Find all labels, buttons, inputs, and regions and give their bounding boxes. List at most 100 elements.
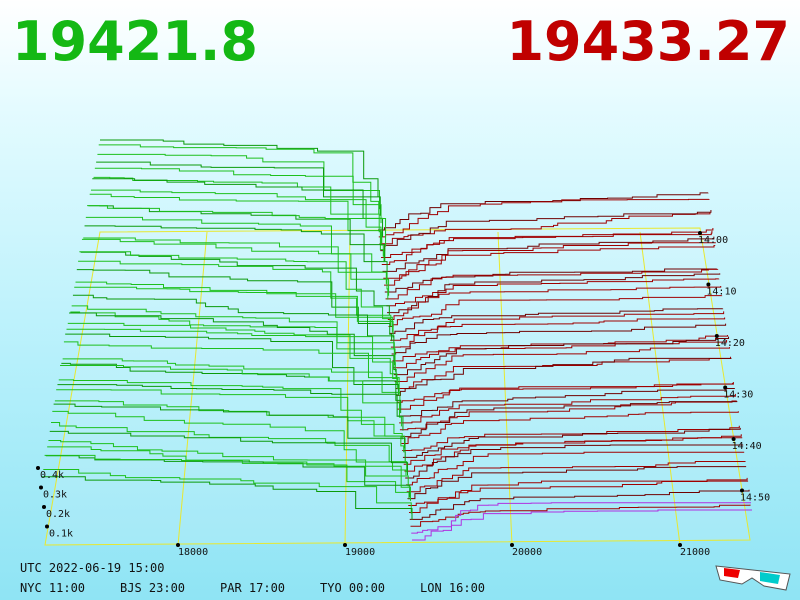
bid-depth-line bbox=[98, 144, 380, 214]
tick-dot bbox=[343, 543, 347, 547]
tick-dot bbox=[678, 543, 682, 547]
ask-depth-line bbox=[384, 242, 716, 286]
bid-depth-line bbox=[69, 312, 397, 379]
ask-depth-line bbox=[382, 236, 715, 272]
tick-dot bbox=[510, 543, 514, 547]
ask-depth-line bbox=[404, 437, 743, 472]
bid-depth-line bbox=[76, 269, 393, 342]
ask-depth-line bbox=[396, 382, 733, 403]
ask-depth-line bbox=[395, 356, 731, 389]
time-label: 14:50 bbox=[740, 493, 770, 504]
bid-depth-line bbox=[81, 238, 390, 296]
time-label: 14:00 bbox=[698, 235, 728, 246]
depth-label: 0.1k bbox=[49, 529, 73, 540]
ask-depth-line bbox=[390, 317, 726, 348]
bid-depth-line bbox=[90, 189, 384, 257]
depth-label: 0.3k bbox=[43, 490, 67, 501]
ask-depth-line bbox=[383, 244, 716, 279]
bid-depth-line bbox=[54, 400, 405, 449]
3d-glasses-icon[interactable] bbox=[715, 565, 791, 591]
ask-depth-line bbox=[412, 509, 752, 541]
ask-depth-line bbox=[400, 401, 738, 438]
ask-depth-line bbox=[396, 357, 732, 396]
ask-depth-line bbox=[381, 230, 713, 259]
price-label: 20000 bbox=[512, 547, 542, 558]
tick-dot bbox=[42, 505, 46, 509]
bid-depth-line bbox=[66, 328, 399, 390]
ask-depth-line bbox=[387, 286, 722, 321]
tick-dot bbox=[731, 437, 736, 441]
price-label: 18000 bbox=[178, 547, 208, 558]
utc-time: UTC 2022-06-19 15:00 bbox=[20, 561, 165, 575]
ask-depth-line bbox=[386, 278, 720, 307]
bid-depth-line bbox=[87, 205, 387, 247]
bid-depth-line bbox=[49, 430, 408, 476]
time-label: 14:30 bbox=[723, 390, 753, 401]
bid-depth-line bbox=[83, 237, 389, 300]
ask-price: 19433.27 bbox=[506, 10, 790, 73]
bid-depth-line bbox=[44, 454, 411, 501]
ask-depth-line bbox=[405, 451, 745, 486]
ask-depth-line bbox=[380, 209, 712, 252]
bid-depth-line bbox=[53, 403, 406, 462]
tick-dot bbox=[723, 385, 728, 390]
bid-depth-line bbox=[85, 216, 387, 284]
bid-depth-line bbox=[100, 139, 379, 197]
ask-depth-line bbox=[378, 198, 710, 238]
tick-dot bbox=[706, 282, 711, 287]
time-label: 14:40 bbox=[732, 441, 762, 452]
tick-dot bbox=[36, 466, 40, 470]
time-label: 14:20 bbox=[715, 338, 745, 349]
price-grid-line bbox=[344, 231, 351, 546]
ask-depth-line bbox=[379, 212, 711, 245]
bid-depth-line bbox=[48, 440, 409, 487]
tick-dot bbox=[714, 334, 719, 338]
ask-depth-line bbox=[381, 228, 714, 265]
ask-depth-line bbox=[394, 347, 731, 383]
depth-label: 0.2k bbox=[46, 509, 70, 520]
bid-depth-line bbox=[65, 333, 399, 396]
bid-depth-line bbox=[42, 476, 413, 520]
bid-depth-line bbox=[92, 178, 384, 237]
tick-dot bbox=[39, 485, 43, 490]
ask-depth-line bbox=[402, 427, 741, 458]
ask-depth-line bbox=[387, 273, 721, 314]
bid-depth-line bbox=[56, 389, 405, 453]
bid-depth-line bbox=[62, 358, 401, 406]
bid-depth-line bbox=[57, 384, 404, 431]
bid-depth-line bbox=[89, 193, 385, 263]
price-label: 19000 bbox=[345, 547, 375, 558]
bid-depth-line bbox=[72, 294, 395, 350]
tick-dot bbox=[45, 524, 49, 529]
bid-depth-line bbox=[63, 341, 400, 394]
bid-depth-line bbox=[78, 260, 392, 327]
zone-time: BJS 23:00 bbox=[120, 581, 185, 595]
bid-depth-line bbox=[58, 379, 403, 440]
ask-depth-line bbox=[389, 308, 724, 334]
ask-depth-line bbox=[408, 477, 748, 507]
bid-depth-line bbox=[67, 322, 398, 384]
ask-depth-line bbox=[410, 504, 751, 527]
ask-depth-line bbox=[390, 311, 725, 341]
tick-dot bbox=[698, 231, 702, 235]
ask-depth-line bbox=[378, 192, 709, 231]
tick-dot bbox=[176, 543, 180, 547]
ask-depth-line bbox=[393, 336, 730, 376]
depth-surface bbox=[36, 139, 752, 547]
bid-depth-line bbox=[60, 365, 402, 427]
time-label: 14:10 bbox=[706, 287, 736, 298]
zone-time: TYO 00:00 bbox=[320, 581, 385, 595]
ask-depth-line bbox=[408, 480, 749, 513]
depth-label: 0.4k bbox=[40, 470, 64, 481]
bid-depth-line bbox=[52, 410, 407, 476]
price-label: 21000 bbox=[680, 547, 710, 558]
ask-depth-line bbox=[409, 489, 750, 520]
bid-depth-line bbox=[74, 286, 394, 338]
ask-depth-line bbox=[397, 382, 734, 410]
bid-depth-line bbox=[43, 468, 412, 514]
ask-depth-line bbox=[402, 425, 740, 451]
ask-depth-line bbox=[398, 387, 735, 417]
bid-depth-line bbox=[79, 251, 391, 327]
zone-time: NYC 11:00 bbox=[20, 581, 85, 595]
